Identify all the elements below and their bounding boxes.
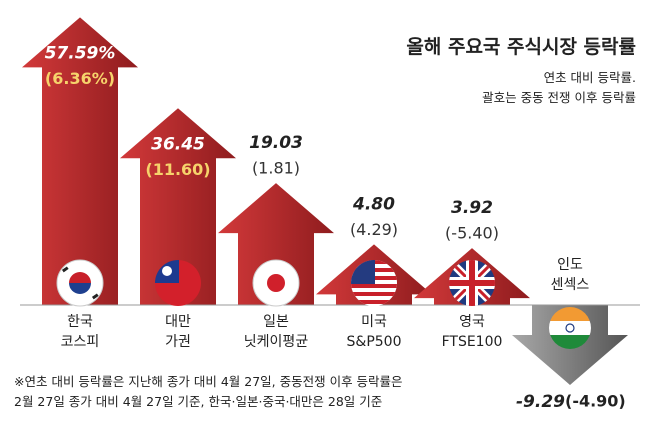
category-label: 영국 FTSE100 [441,314,503,350]
value-label: 4.80 [352,194,395,214]
category-label: 대만 가권 [165,314,191,350]
arrow-bar [120,108,236,305]
flag-korea [56,259,104,307]
footnote: ※연초 대비 등락률은 지난해 종가 대비 4월 27일, 중동전쟁 이후 등락… [14,374,403,409]
category-label: 일본 닛케이평균 [243,314,309,350]
flag-japan [252,259,300,307]
flag-usa [351,260,397,306]
value-label: 3.92 [451,198,493,218]
category-label: 미국 S&P500 [346,314,402,350]
arrow-bar [218,183,334,305]
war-value-label: (-5.40) [445,224,499,243]
flags [56,259,591,349]
war-value-label: (4.29) [350,220,398,239]
war-value-label: (6.36%) [45,69,115,88]
arrow-bar [22,17,138,305]
value-label: 19.03 [249,133,303,153]
flag-uk [449,260,495,306]
chart-subtitle: 연초 대비 등락률. 괄호는 중동 전쟁 이후 등락률 [482,70,636,105]
flag-taiwan [155,260,201,306]
war-value-label: (1.81) [252,159,300,178]
flag-india [549,307,591,349]
value-label: -9.29 [516,392,565,412]
war-value-label: (-4.90) [565,391,626,410]
category-label: 한국 코스피 [60,314,100,350]
war-value-label: (11.60) [145,160,210,179]
chart-title: 올해 주요국 주식시장 등락률 [406,36,636,58]
value-label: 36.45 [151,134,205,154]
value-label: 57.59% [45,43,116,63]
category-label: 인도 센섹스 [550,257,590,293]
